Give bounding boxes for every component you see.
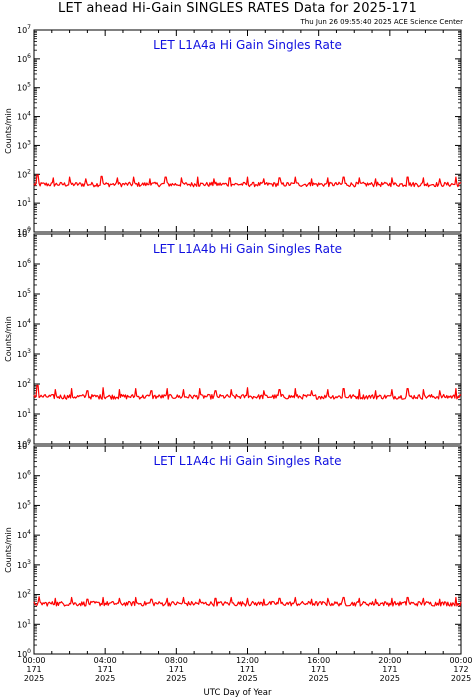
x-tick-label: 16:00 [307,656,330,665]
x-tick-label: 2025 [166,674,186,683]
y-tick-label: 101 [17,408,31,419]
panel-frame [33,445,462,655]
y-tick-label: 106 [17,53,31,64]
panel-frame [33,233,462,445]
x-tick-label: 12:00 [236,656,259,665]
x-tick-label: 2025 [24,674,44,683]
x-tick-label: 2025 [237,674,257,683]
x-axis-title: UTC Day of Year [203,688,272,698]
y-tick-label: 100 [17,648,31,659]
rate-trace [33,174,462,188]
panel-frame [33,29,462,233]
x-tick-label: 00:00 [449,656,472,665]
y-tick-label: 107 [17,440,31,451]
x-tick-label: 171 [240,665,255,674]
x-tick-label: 20:00 [378,656,401,665]
panel-title: LET L1A4c Hi Gain Singles Rate [153,454,341,468]
y-tick-label: 107 [17,228,31,239]
x-tick-label: 171 [98,665,113,674]
y-tick-label: 106 [17,258,31,269]
x-tick-label: 171 [382,665,397,674]
x-tick-label: 00:00 [22,656,45,665]
y-tick-label: 105 [17,499,31,510]
panel-title: LET L1A4b Hi Gain Singles Rate [153,242,342,256]
y-tick-label: 101 [17,618,31,629]
y-tick-label: 104 [17,111,31,122]
y-tick-label: 102 [17,378,31,389]
x-tick-label: 172 [453,665,468,674]
y-tick-label: 100 [17,226,31,237]
chart-title: LET ahead Hi-Gain SINGLES RATES Data for… [58,1,417,16]
y-tick-label: 105 [17,288,31,299]
y-tick-label: 104 [17,529,31,540]
x-tick-label: 171 [26,665,41,674]
y-axis-title: Counts/min [4,316,13,362]
x-tick-label: 04:00 [94,656,117,665]
y-tick-label: 106 [17,470,31,481]
y-tick-label: 102 [17,589,31,600]
generated-timestamp: Thu Jun 26 09:55:40 2025 ACE Science Cen… [300,18,464,26]
x-tick-label: 171 [169,665,184,674]
y-tick-label: 100 [17,438,31,449]
x-tick-label: 2025 [451,674,471,683]
y-tick-label: 102 [17,168,31,179]
x-tick-label: 2025 [380,674,400,683]
x-tick-label: 08:00 [165,656,188,665]
y-tick-label: 101 [17,197,31,208]
y-axis-title: Counts/min [4,108,13,154]
rate-trace [33,384,462,400]
x-tick-label: 171 [311,665,326,674]
panel-title: LET L1A4a Hi Gain Singles Rate [153,38,342,52]
y-tick-label: 105 [17,82,31,93]
y-axis-title: Counts/min [4,527,13,573]
rate-trace [33,596,462,607]
x-tick-label: 2025 [95,674,115,683]
y-tick-label: 103 [17,139,31,150]
y-tick-label: 104 [17,318,31,329]
x-tick-label: 2025 [308,674,328,683]
y-tick-label: 107 [17,24,31,35]
y-tick-label: 103 [17,559,31,570]
y-tick-label: 103 [17,348,31,359]
